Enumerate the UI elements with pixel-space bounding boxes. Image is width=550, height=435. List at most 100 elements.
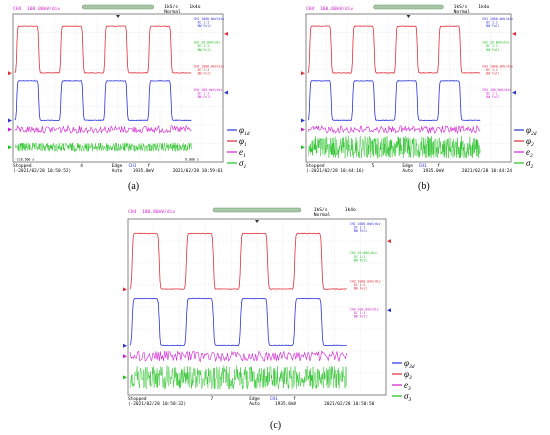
channel-marker (301, 127, 305, 132)
legend-label-1: φ1 (239, 136, 247, 148)
channel-coupling: DC 1:1 (486, 92, 498, 96)
footer-trigger-channel: CH1 (129, 163, 137, 169)
footer-state-num: 7 (211, 396, 214, 402)
header-channel: CH4 (13, 6, 22, 12)
channel-bandwidth: BW Full (486, 24, 500, 28)
header-rate: 1kS/s (454, 4, 468, 10)
channel-bandwidth: BW Full (486, 48, 500, 52)
record-length-bar (212, 207, 302, 213)
channel-info-ch3: CH3 1000.0mV/div (350, 279, 381, 283)
trace-φ2d (307, 80, 481, 122)
channel-coupling: DC 1:1 (198, 68, 210, 72)
footer-right-date: 2021/02/28 10:44:24 (462, 168, 513, 174)
footer-trigger-mode: Auto (249, 401, 260, 407)
channel-coupling: DC 1:1 (486, 68, 498, 72)
channel-coupling: DC 1:1 (198, 21, 210, 25)
trigger-marker (116, 15, 120, 18)
channel-coupling: DC 1:1 (354, 226, 366, 230)
channel-coupling: DC 1:1 (198, 92, 210, 96)
scope-screen-a: CH4 100.00mV/div 1kS/s 1k4o Normal CH1 1000.0… (8, 4, 250, 174)
channel-bandwidth: BW Full (354, 258, 368, 262)
legend-subscript: 1d (244, 131, 250, 137)
footer-state-num: 4 (80, 163, 83, 169)
channel-bandwidth: BW Full (486, 71, 500, 75)
footer-trigger-mode: Auto (402, 168, 413, 174)
footer-right-date: 2021/02/28 10:50:50 (324, 401, 375, 407)
caption-b: (b) (418, 181, 430, 192)
header-mode: Normal (314, 212, 331, 218)
legend-label-3: σ2 (526, 158, 533, 170)
legend-subscript: 2 (530, 164, 533, 170)
channel-marker-right (512, 90, 516, 95)
channel-info-ch1: CH1 1000.0mV/div (482, 17, 513, 21)
trace-φ3d (129, 297, 347, 347)
trace-e3 (129, 350, 347, 363)
header-rate: 1kS/s (314, 207, 328, 213)
header-channel: CH4 (128, 209, 137, 215)
channel-bandwidth: BW Full (198, 24, 212, 28)
footer-trigger-level: 1935.0mV (133, 168, 155, 174)
channel-coupling: DC 1:1 (354, 255, 366, 259)
caption-c: (c) (270, 420, 282, 431)
channel-coupling: DC 1:1 (354, 283, 366, 287)
channel-info-ch3: CH3 1000.0mV/div (482, 64, 513, 68)
channel-info-ch2: CH2 20.0mV/div (482, 41, 509, 45)
legend-label-0: φ2d (526, 125, 537, 137)
channel-coupling: DC 1:1 (198, 44, 210, 48)
channel-bandwidth: BW Full (486, 95, 500, 99)
channel-marker-right (224, 31, 228, 36)
header-points: 1k4o (189, 4, 200, 10)
footer-trigger-type: Edge (112, 163, 123, 169)
legend-subscript: 1 (243, 153, 246, 159)
caption-a: (a) (128, 181, 140, 192)
legend-subscript: 3 (407, 397, 411, 403)
footer-left-date: (-2021/02/28 10:44:16) (306, 168, 364, 174)
footer-state: Stopped (13, 163, 32, 169)
channel-bandwidth: BW Full (198, 95, 212, 99)
footer-trigger-slope: f (147, 163, 150, 169)
footer-trigger-level: 1935.0mV (275, 401, 297, 407)
channel-info-ch4: CH4 100.0mV/div (350, 308, 379, 312)
channel-marker (301, 71, 305, 76)
channel-marker (301, 118, 305, 123)
channel-marker-right (387, 308, 391, 313)
channel-marker (8, 71, 12, 76)
scope-panel-b: CH4 100.00mV/div 1kS/s 1k4o Normal CH1 1000.0… (298, 2, 543, 177)
trace-e2 (307, 124, 481, 134)
legend-label-0: φ1d (239, 125, 250, 137)
channel-info-ch1: CH1 1000.0mV/div (194, 17, 225, 21)
channel-info-ch4: CH4 100.0mV/div (194, 88, 223, 92)
channel-coupling: DC 1:1 (486, 44, 498, 48)
trace-φ1 (14, 25, 192, 74)
legend-label-0: φ3d (404, 358, 415, 370)
header-scale: 100.00mV/div (142, 209, 175, 215)
channel-info-ch2: CH2 20.0mV/div (350, 251, 377, 255)
header-points: 1k4o (345, 207, 356, 213)
channel-marker (123, 343, 127, 348)
legend-subscript: 3 (407, 386, 411, 392)
channel-marker-right (224, 90, 228, 95)
header-scale: 100.00mV/div (27, 6, 60, 12)
header-mode: Normal (454, 9, 471, 15)
footer-trigger-slope: f (293, 396, 296, 402)
record-length-bar (373, 4, 444, 10)
legend-label-3: σ1 (239, 158, 246, 170)
trace-φ1d (14, 80, 192, 122)
channel-marker (8, 145, 12, 150)
trigger-marker (255, 220, 259, 223)
channel-coupling: DC 1:1 (486, 21, 498, 25)
legend-label-3: σ3 (404, 391, 411, 403)
scope-screen-c: CH4 100.00mV/div 1kS/s 1k4o Normal CH1 1000.0… (123, 207, 415, 407)
trace-φ3 (129, 232, 347, 290)
channel-marker-right (387, 239, 391, 244)
channel-bandwidth: BW Full (354, 315, 368, 319)
header-scale: 100.00mV/div (320, 6, 353, 12)
scope-panel-c: CH4 100.00mV/div 1kS/s 1k4o Normal CH1 1000.0… (120, 205, 440, 415)
trace-φ2 (307, 25, 481, 74)
footer-trigger-mode: Auto (112, 168, 123, 174)
record-length-bar (82, 4, 155, 10)
header-points: 1k4o (478, 4, 489, 10)
channel-bandwidth: BW Full (354, 287, 368, 291)
footer-trigger-type: Edge (402, 163, 413, 169)
channel-bandwidth: BW Full (198, 48, 212, 52)
